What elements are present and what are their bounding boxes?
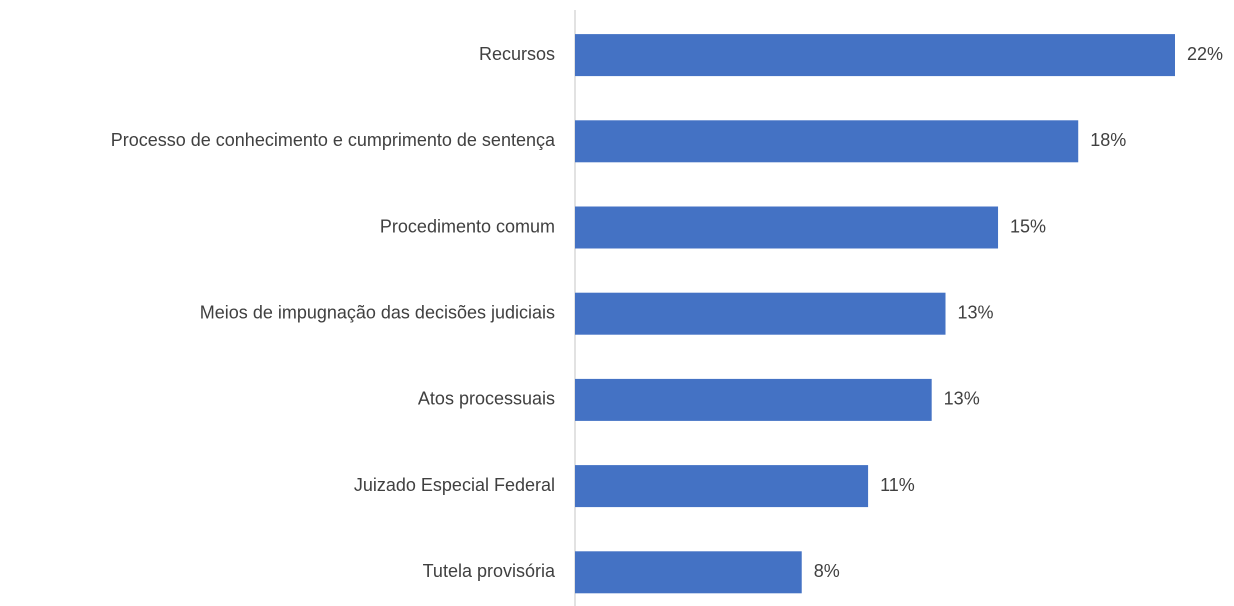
category-label: Juizado Especial Federal: [354, 475, 555, 495]
data-label: 13%: [944, 389, 980, 409]
category-label: Procedimento comum: [380, 216, 555, 236]
data-label: 11%: [880, 475, 915, 495]
bar: [575, 292, 946, 335]
bar: [575, 206, 999, 249]
category-label: Recursos: [479, 44, 555, 64]
bar: [575, 551, 802, 594]
category-label: Atos processuais: [418, 389, 555, 409]
category-label: Tutela provisória: [423, 561, 556, 581]
data-label: 22%: [1187, 44, 1223, 64]
data-label: 15%: [1010, 216, 1046, 236]
data-label: 18%: [1090, 130, 1126, 150]
bar: [575, 34, 1175, 77]
data-label: 8%: [814, 561, 840, 581]
category-label: Processo de conhecimento e cumprimento d…: [111, 130, 556, 150]
data-label: 13%: [958, 302, 994, 322]
bar: [575, 378, 932, 421]
bar: [575, 120, 1079, 163]
category-label: Meios de impugnação das decisões judicia…: [200, 302, 555, 322]
bar: [575, 465, 869, 508]
